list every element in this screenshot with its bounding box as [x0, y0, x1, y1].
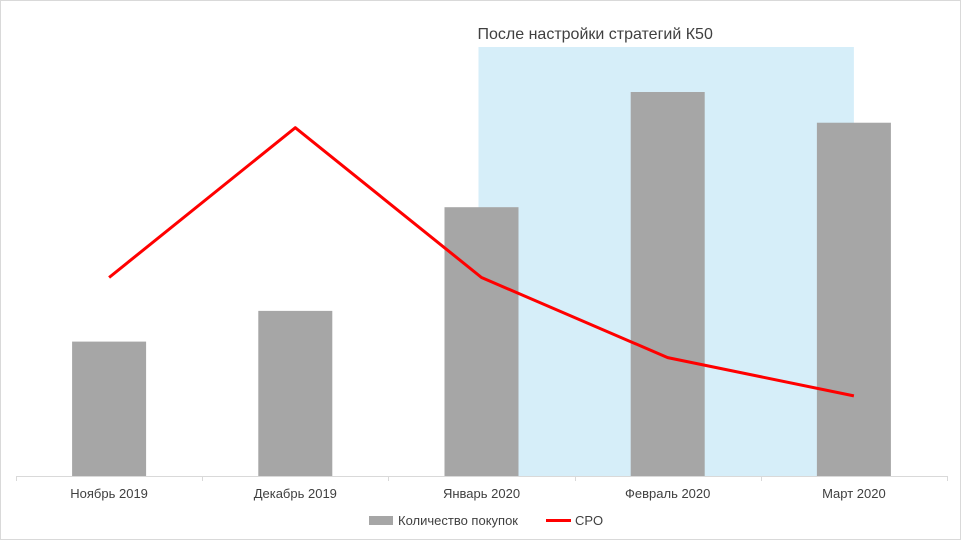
bar-1: [72, 341, 147, 476]
ticks-layer: [16, 476, 948, 481]
bars-layer: [72, 92, 891, 476]
legend-label-line: CPO: [575, 513, 603, 528]
x-tick-label: Февраль 2020: [625, 486, 710, 501]
x-tick-label: Ноябрь 2019: [70, 486, 148, 501]
bar-3: [444, 207, 519, 476]
x-tick-label: Декабрь 2019: [254, 486, 337, 501]
x-tick-labels: Ноябрь 2019 Декабрь 2019 Январь 2020 Феврал…: [70, 486, 885, 501]
bar-4: [630, 92, 705, 476]
bar-2: [258, 310, 333, 476]
x-tick-label: Март 2020: [822, 486, 886, 501]
x-tick-label: Январь 2020: [443, 486, 520, 501]
legend-label-bar: Количество покупок: [398, 513, 518, 528]
legend-swatch-bar: [369, 516, 393, 525]
series-line-cpo: [108, 126, 855, 398]
legend: Количество покупок CPO: [369, 513, 603, 528]
annotation-label: После настройки стратегий К50: [478, 26, 713, 43]
bar-5: [816, 122, 891, 476]
